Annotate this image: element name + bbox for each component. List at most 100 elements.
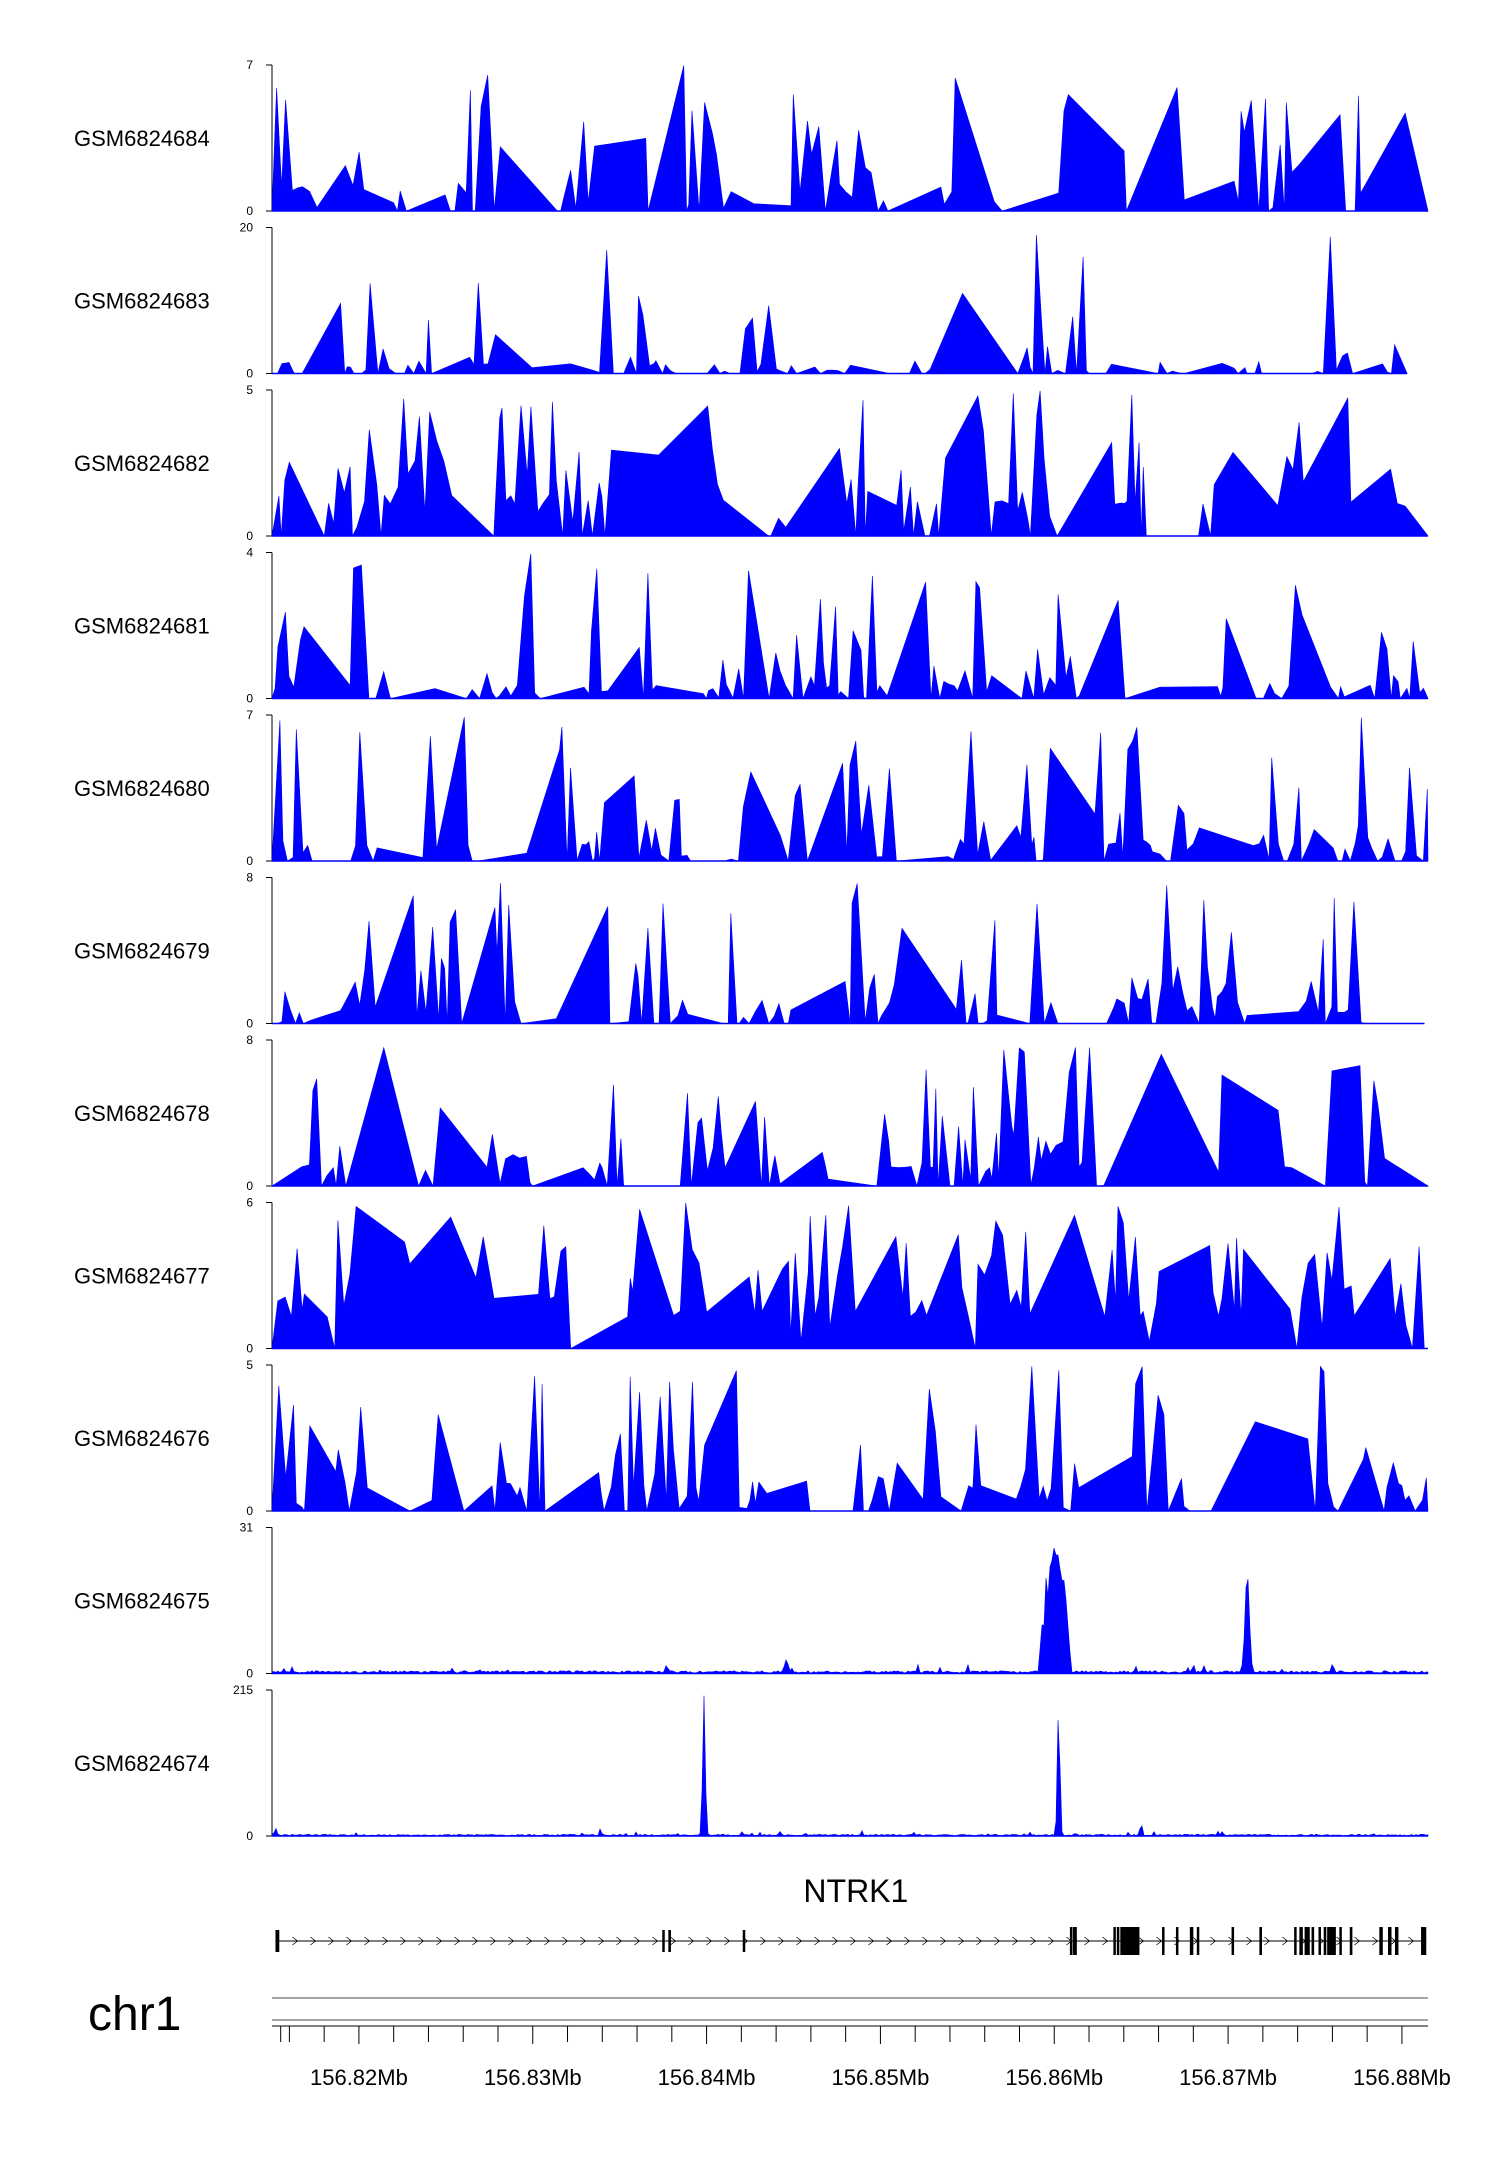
strand-arrow xyxy=(670,1936,677,1946)
gene-exon xyxy=(1175,1927,1179,1955)
gene-exon xyxy=(1421,1927,1427,1955)
strand-arrow xyxy=(652,1936,659,1946)
gene-exon xyxy=(1162,1927,1165,1955)
gene-exon xyxy=(1299,1927,1303,1955)
y-zero-label: 0 xyxy=(246,1017,253,1031)
y-max-label: 5 xyxy=(246,1358,253,1372)
track-label: GSM6824683 xyxy=(74,289,210,314)
x-tick-label: 156.84Mb xyxy=(658,2065,756,2090)
track-label: GSM6824674 xyxy=(74,1751,210,1776)
signal-area xyxy=(271,390,1429,538)
track-label: GSM6824680 xyxy=(74,776,210,801)
track-GSM6824680: GSM6824680 7 0 xyxy=(74,708,1429,868)
gene-exon xyxy=(742,1930,746,1952)
gene-exon xyxy=(1189,1927,1194,1955)
strand-arrow xyxy=(1030,1936,1037,1946)
y-zero-label: 0 xyxy=(246,1667,253,1681)
gene-exon xyxy=(1323,1927,1327,1955)
strand-arrow xyxy=(778,1936,785,1946)
strand-arrow xyxy=(688,1936,695,1946)
signal-area xyxy=(272,883,1425,1025)
track-label: GSM6824678 xyxy=(74,1101,210,1126)
y-max-label: 7 xyxy=(246,58,253,72)
gene-exon xyxy=(1113,1927,1116,1955)
strand-arrow xyxy=(1246,1936,1253,1946)
signal-area xyxy=(271,1365,1429,1512)
y-zero-label: 0 xyxy=(246,854,253,868)
strand-arrow xyxy=(760,1936,767,1946)
strand-arrow xyxy=(346,1936,353,1946)
signal-area xyxy=(271,1547,1429,1674)
gene-exon xyxy=(1073,1927,1077,1955)
y-max-label: 5 xyxy=(246,383,253,397)
strand-arrow xyxy=(1408,1936,1415,1946)
strand-arrow xyxy=(976,1936,983,1946)
strand-arrow xyxy=(1210,1936,1217,1946)
strand-arrow xyxy=(1282,1936,1289,1946)
gene-exon xyxy=(1339,1927,1342,1955)
strand-arrow xyxy=(832,1936,839,1946)
strand-arrow xyxy=(1048,1936,1055,1946)
signal-area xyxy=(271,1202,1428,1349)
signal-area xyxy=(271,65,1429,213)
strand-arrow xyxy=(1084,1936,1091,1946)
strand-arrow xyxy=(796,1936,803,1946)
strand-arrow xyxy=(310,1936,317,1946)
x-tick-label: 156.86Mb xyxy=(1005,2065,1103,2090)
gene-exon xyxy=(1304,1927,1310,1955)
strand-arrow xyxy=(1264,1936,1271,1946)
signal-area xyxy=(271,1695,1429,1837)
gene-exon xyxy=(1120,1927,1140,1955)
signal-area xyxy=(270,1046,1430,1188)
strand-arrow xyxy=(292,1936,299,1946)
gene-exon xyxy=(1069,1927,1073,1955)
gene-track: NTRK1 xyxy=(275,1873,1427,1955)
track-GSM6824678: GSM6824678 8 0 xyxy=(74,1033,1430,1193)
strand-arrow xyxy=(1354,1936,1361,1946)
strand-arrow xyxy=(724,1936,731,1946)
y-max-label: 215 xyxy=(233,1683,253,1697)
x-tick-label: 156.87Mb xyxy=(1179,2065,1277,2090)
strand-arrow xyxy=(1156,1936,1163,1946)
y-zero-label: 0 xyxy=(246,692,253,706)
track-GSM6824677: GSM6824677 6 0 xyxy=(74,1196,1428,1356)
strand-arrow xyxy=(706,1936,713,1946)
strand-arrow xyxy=(814,1936,821,1946)
strand-arrow xyxy=(580,1936,587,1946)
track-GSM6824674: GSM6824674 215 0 xyxy=(74,1683,1429,1843)
signal-area xyxy=(272,234,1408,375)
strand-arrow xyxy=(454,1936,461,1946)
track-GSM6824683: GSM6824683 20 0 xyxy=(74,221,1408,381)
x-tick-label: 156.82Mb xyxy=(310,2065,408,2090)
gene-exon xyxy=(1349,1927,1353,1955)
strand-arrow xyxy=(418,1936,425,1946)
signal-area xyxy=(271,553,1429,700)
track-GSM6824684: GSM6824684 7 0 xyxy=(74,58,1429,218)
strand-arrow xyxy=(364,1936,371,1946)
track-label: GSM6824682 xyxy=(74,451,210,476)
strand-arrow xyxy=(1372,1936,1379,1946)
gene-exon xyxy=(1327,1927,1336,1955)
y-max-label: 20 xyxy=(240,221,254,235)
y-max-label: 4 xyxy=(246,546,253,560)
track-label: GSM6824684 xyxy=(74,126,210,151)
strand-arrow xyxy=(958,1936,965,1946)
gene-exon xyxy=(1116,1927,1120,1955)
strand-arrow xyxy=(994,1936,1001,1946)
strand-arrow xyxy=(922,1936,929,1946)
track-label: GSM6824681 xyxy=(74,614,210,639)
track-GSM6824679: GSM6824679 8 0 xyxy=(74,871,1425,1031)
strand-arrow xyxy=(436,1936,443,1946)
gene-name-label: NTRK1 xyxy=(803,1873,908,1909)
strand-arrow xyxy=(562,1936,569,1946)
strand-arrow xyxy=(1138,1936,1145,1946)
track-label: GSM6824675 xyxy=(74,1589,210,1614)
y-zero-label: 0 xyxy=(246,1504,253,1518)
strand-arrow xyxy=(526,1936,533,1946)
gene-exon xyxy=(662,1930,665,1952)
y-max-label: 8 xyxy=(246,871,253,885)
strand-arrow xyxy=(598,1936,605,1946)
strand-arrow xyxy=(886,1936,893,1946)
x-tick-label: 156.85Mb xyxy=(831,2065,929,2090)
